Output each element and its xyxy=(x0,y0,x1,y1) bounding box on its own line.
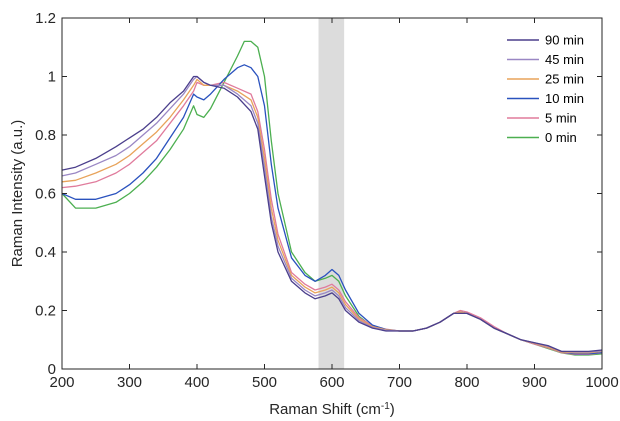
x-tick-label: 700 xyxy=(387,374,412,391)
x-axis-title-suffix: ) xyxy=(390,401,395,418)
x-tick-label: 500 xyxy=(252,374,277,391)
x-axis-title: Raman Shift (cm-1) xyxy=(269,401,395,419)
legend-label: 10 min xyxy=(545,91,584,106)
series-line-5-min xyxy=(61,81,603,356)
x-tick-label: 900 xyxy=(522,374,547,391)
x-axis-title-main: Raman Shift (cm xyxy=(269,401,381,418)
y-tick-label: 0.6 xyxy=(35,186,56,203)
y-tick-label: 1 xyxy=(48,69,56,86)
x-tick-label: 300 xyxy=(117,374,142,391)
x-tick-label: 200 xyxy=(49,374,74,391)
x-tick-label: 800 xyxy=(454,374,479,391)
shaded-region xyxy=(318,18,345,369)
y-tick-label: 0.8 xyxy=(35,127,56,144)
x-axis: 200 300 400 500 600 700 800 900 1000 xyxy=(49,18,619,391)
legend: 90 min 45 min 25 min 10 min 5 min 0 min xyxy=(507,33,584,145)
legend-label: 25 min xyxy=(545,72,584,87)
y-tick-label: 0 xyxy=(48,361,56,378)
legend-label: 0 min xyxy=(545,130,577,145)
series-layer xyxy=(61,40,603,356)
legend-label: 45 min xyxy=(545,52,584,67)
y-tick-label: 0.2 xyxy=(35,303,56,320)
y-axis: 0 0.2 0.4 0.6 0.8 1 1.2 xyxy=(35,10,602,378)
y-axis-title: Raman Intensity (a.u.) xyxy=(9,120,26,268)
x-tick-label: 1000 xyxy=(585,374,618,391)
x-tick-label: 400 xyxy=(184,374,209,391)
y-tick-label: 0.4 xyxy=(35,244,56,261)
x-axis-title-superscript: -1 xyxy=(381,401,390,412)
y-tick-label: 1.2 xyxy=(35,10,56,27)
x-tick-label: 600 xyxy=(319,374,344,391)
legend-label: 5 min xyxy=(545,111,577,126)
legend-label: 90 min xyxy=(545,33,584,48)
series-line-90-min xyxy=(61,75,603,353)
